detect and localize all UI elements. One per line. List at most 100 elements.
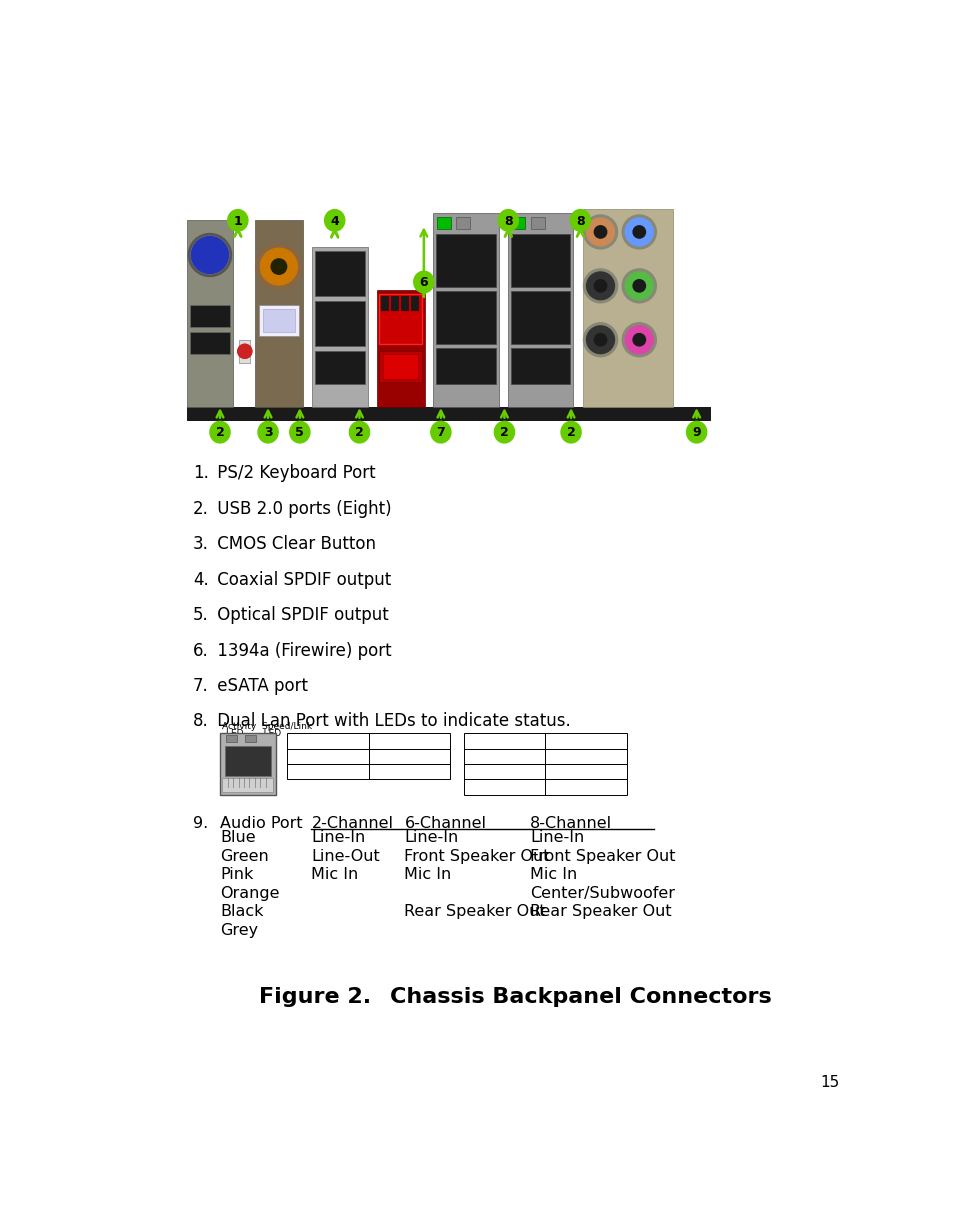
Bar: [381, 296, 389, 312]
Circle shape: [594, 226, 606, 238]
Bar: [510, 234, 570, 287]
Bar: [507, 212, 573, 406]
Text: LED       LED: LED LED: [226, 729, 281, 739]
Bar: [287, 748, 369, 764]
Text: 2: 2: [566, 427, 575, 439]
Circle shape: [633, 334, 645, 346]
Ellipse shape: [228, 210, 248, 231]
Text: Figure 2.: Figure 2.: [258, 987, 371, 1006]
Text: 3.: 3.: [193, 535, 209, 553]
Bar: [545, 764, 626, 779]
Text: 6.: 6.: [193, 642, 209, 660]
Circle shape: [271, 259, 286, 275]
Bar: [220, 734, 275, 795]
Bar: [464, 734, 545, 748]
Circle shape: [586, 326, 614, 353]
Text: 7.: 7.: [193, 677, 209, 694]
Bar: [511, 216, 525, 229]
Bar: [187, 198, 710, 421]
Text: 8-Channel: 8-Channel: [530, 816, 612, 832]
Circle shape: [583, 269, 617, 303]
Text: Audio Port: Audio Port: [220, 816, 302, 832]
Text: Line-In: Line-In: [404, 831, 458, 845]
Text: PS/2 Keyboard Port: PS/2 Keyboard Port: [212, 465, 375, 482]
Circle shape: [237, 345, 252, 358]
Bar: [436, 216, 451, 229]
Text: Grey: Grey: [220, 923, 258, 937]
Text: 2: 2: [499, 427, 508, 439]
Text: 1.: 1.: [193, 465, 209, 482]
Text: Line-In: Line-In: [530, 831, 583, 845]
Circle shape: [621, 323, 656, 357]
Text: 6-Channel: 6-Channel: [404, 816, 486, 832]
Circle shape: [586, 218, 614, 245]
Bar: [224, 746, 271, 777]
Bar: [510, 291, 570, 344]
Text: Mic In: Mic In: [530, 867, 577, 882]
Text: Activity  Speed/Link: Activity Speed/Link: [221, 723, 312, 731]
Ellipse shape: [324, 210, 344, 231]
Text: 2: 2: [355, 427, 363, 439]
Bar: [315, 302, 365, 346]
Ellipse shape: [349, 421, 369, 443]
Bar: [369, 734, 450, 748]
Bar: [312, 248, 368, 406]
Text: 9.: 9.: [193, 816, 208, 832]
Bar: [378, 351, 422, 382]
Circle shape: [624, 326, 653, 353]
Bar: [376, 290, 424, 406]
Text: 4: 4: [330, 215, 338, 228]
Text: Front Speaker Out: Front Speaker Out: [530, 849, 675, 864]
Bar: [287, 734, 369, 748]
Bar: [583, 209, 672, 406]
Text: Blue: Blue: [220, 831, 255, 845]
Bar: [436, 234, 496, 287]
Bar: [456, 216, 470, 229]
Circle shape: [624, 272, 653, 299]
Text: Optical SPDIF output: Optical SPDIF output: [212, 606, 389, 625]
Bar: [545, 748, 626, 764]
Text: Dual Lan Port with LEDs to indicate status.: Dual Lan Port with LEDs to indicate stat…: [212, 713, 571, 730]
Text: Rear Speaker Out: Rear Speaker Out: [404, 904, 545, 919]
Circle shape: [594, 280, 606, 292]
Text: Pink: Pink: [220, 867, 253, 882]
Bar: [315, 252, 365, 296]
Circle shape: [583, 323, 617, 357]
Bar: [226, 735, 236, 742]
Circle shape: [586, 272, 614, 299]
Text: 7: 7: [436, 427, 445, 439]
Bar: [530, 216, 544, 229]
Ellipse shape: [431, 421, 451, 443]
Text: 6: 6: [419, 276, 428, 290]
Text: 5: 5: [295, 427, 304, 439]
Bar: [464, 748, 545, 764]
Bar: [411, 296, 418, 312]
Bar: [245, 735, 255, 742]
Circle shape: [621, 215, 656, 249]
Bar: [254, 221, 303, 406]
Text: 3: 3: [263, 427, 272, 439]
Text: eSATA port: eSATA port: [212, 677, 308, 694]
Text: 4.: 4.: [193, 571, 209, 589]
Bar: [262, 309, 294, 333]
Text: 8: 8: [503, 215, 512, 228]
Text: 1394a (Firewire) port: 1394a (Firewire) port: [212, 642, 392, 660]
Circle shape: [260, 248, 297, 285]
Bar: [391, 296, 398, 312]
Bar: [190, 333, 230, 353]
Bar: [190, 306, 230, 326]
Bar: [369, 748, 450, 764]
Bar: [287, 764, 369, 779]
Bar: [222, 778, 274, 791]
Text: Front Speaker Out: Front Speaker Out: [404, 849, 549, 864]
Bar: [315, 351, 365, 384]
Bar: [510, 348, 570, 384]
Bar: [369, 764, 450, 779]
Bar: [464, 779, 545, 795]
Text: CMOS Clear Button: CMOS Clear Button: [212, 535, 375, 553]
Circle shape: [192, 237, 229, 274]
Circle shape: [621, 269, 656, 303]
Ellipse shape: [257, 421, 278, 443]
Ellipse shape: [210, 421, 230, 443]
Circle shape: [583, 215, 617, 249]
